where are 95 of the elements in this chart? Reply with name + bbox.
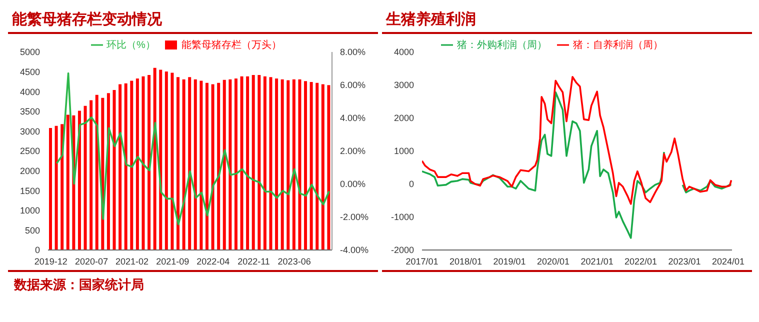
x-tick-label: 2023-06 [278,256,311,266]
y-tick-label: 5000 [20,47,40,58]
bar [188,77,192,250]
bar [142,76,145,250]
bar [49,128,52,250]
x-tick-label: 2020-07 [74,256,108,266]
y-tick-label: 0 [408,179,414,190]
legend-label: 猪：自养利润（周） [573,40,663,51]
bar [280,79,284,250]
x-tick-label: 2021-02 [116,256,149,266]
bar [182,79,186,250]
x-tick-label: 2019-12 [34,256,68,266]
y2-tick-label: 6.00% [340,80,366,90]
bar [205,82,208,250]
bar [222,80,226,250]
bar [95,94,98,250]
bar [321,84,324,250]
bar [164,71,168,250]
bar [112,90,116,250]
bar [310,82,313,250]
bar [159,70,162,250]
bar [217,82,220,250]
y-tick-label: -1000 [390,212,414,222]
legend-label: 环比（%） [106,40,156,51]
y-tick-label: 1000 [394,146,414,156]
source-note: 数据来源：国家统计局 [14,277,144,292]
x-tick-label: 2022/01 [624,256,658,266]
x-tick-label: 2017/01 [406,256,438,266]
bar [78,110,81,250]
bar [118,84,122,250]
bar [90,100,93,250]
bar [194,79,197,250]
y-tick-label: 4500 [20,66,40,77]
y-tick-label: 2500 [20,146,40,156]
y-tick-label: 0 [34,245,40,256]
x-tick-label: 2020/01 [536,256,570,266]
bar [258,74,261,250]
chart-title: 能繁母猪存栏变动情况 [8,8,378,34]
y-tick-label: -2000 [390,245,414,256]
bar [263,76,266,250]
bar [275,78,278,250]
bar [176,77,180,250]
y-tick-label: 4000 [394,47,414,58]
x-tick-label: 2021-09 [156,256,190,266]
y-tick-label: 3000 [20,126,40,136]
y-tick-label: 2000 [20,166,40,176]
line-series [422,76,732,205]
y-tick-label: 1000 [20,206,40,216]
x-tick-label: 2022-04 [196,256,230,266]
y-tick-label: 2000 [394,113,414,124]
bar [298,79,302,250]
y2-tick-label: 2.00% [340,146,366,156]
legend-label: 猪：外购利润（周） [457,40,547,51]
bar [130,80,134,250]
bar [292,79,296,250]
bar [153,68,156,250]
bar [327,85,330,250]
legend-label: 能繁母猪存栏（万头） [181,40,282,51]
bar [269,77,272,250]
bar [136,78,139,250]
bar [228,79,232,250]
bar [200,80,203,250]
line-series [56,72,330,226]
chart-title: 生猪养殖利润 [382,8,752,34]
bar [66,114,70,250]
x-tick-label: 2023/01 [668,256,701,266]
y2-tick-label: 8.00% [340,47,366,58]
y2-tick-label: 0.00% [340,179,366,190]
bar [60,124,64,250]
x-tick-label: 2021/01 [580,256,614,266]
bar [148,74,151,250]
y-tick-label: 500 [24,225,40,236]
y2-tick-label: -4.00% [340,245,369,256]
x-tick-label: 2024/01 [712,256,745,266]
y2-tick-label: -2.00% [340,212,369,222]
bar [240,76,244,250]
bar [286,80,290,250]
x-tick-label: 2019/01 [493,256,526,266]
bar [234,78,238,250]
y2-tick-label: 4.00% [340,113,366,124]
bar [246,76,250,250]
y-tick-label: 3500 [20,106,40,117]
bar [84,106,87,250]
y-tick-label: 4000 [20,86,40,97]
bar [211,84,214,250]
bar [316,82,319,250]
bar [124,83,128,250]
bar [54,126,58,250]
bar [252,74,255,250]
bar [170,72,174,250]
x-tick-label: 2022-11 [238,256,270,266]
y-tick-label: 3000 [394,80,414,90]
y-tick-label: 1500 [20,186,40,196]
bar [304,81,308,250]
x-tick-label: 2018/01 [449,256,482,266]
